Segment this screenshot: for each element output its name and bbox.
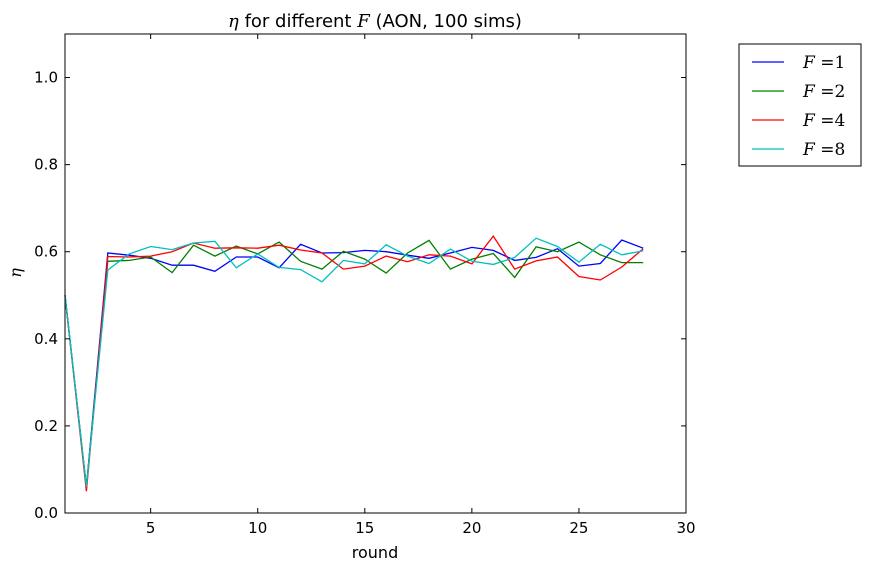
legend-var: F	[802, 140, 820, 160]
legend-label-2: F =2	[802, 82, 845, 102]
y-tick-label: 1.0	[34, 69, 58, 87]
y-tick-label: 0.8	[34, 156, 58, 174]
y-tick-label: 0.6	[34, 243, 58, 261]
legend-box	[738, 43, 862, 167]
legend-items: F =1F =2F =4F =8	[752, 53, 845, 160]
legend-var: F	[802, 82, 820, 102]
legend-label-1: F =1	[802, 53, 845, 73]
series-layer	[64, 234, 644, 492]
legend: F =1F =2F =4F =8	[738, 43, 862, 167]
x-axis-label: round	[352, 543, 398, 562]
x-tick-label: 20	[462, 519, 481, 537]
legend-label-3: F =4	[802, 111, 845, 131]
title-f-symbol: F	[356, 11, 371, 32]
legend-var: F	[802, 53, 820, 73]
x-tick-label: 15	[355, 519, 374, 537]
x-tick-label: 30	[676, 519, 695, 537]
legend-var: F	[802, 111, 820, 131]
series-line-1	[64, 239, 644, 487]
legend-value: =2	[820, 82, 845, 102]
legend-value: =1	[820, 53, 845, 73]
chart-title: η for different F (AON, 100 sims)	[228, 11, 522, 32]
x-tick-label: 25	[569, 519, 588, 537]
title-suffix-text: (AON, 100 sims)	[370, 11, 522, 32]
y-tick-label: 0.4	[34, 330, 58, 348]
plot-area	[65, 34, 686, 513]
series-line-4	[64, 237, 644, 487]
y-tick-label: 0.2	[34, 417, 58, 435]
x-tick-label: 10	[248, 519, 267, 537]
legend-label-4: F =8	[802, 140, 845, 160]
y-axis-label: η	[6, 268, 25, 278]
title-middle-text: for different	[239, 11, 357, 32]
x-tick-label: 5	[146, 519, 156, 537]
title-eta-symbol: η	[228, 11, 239, 32]
legend-value: =8	[820, 140, 845, 160]
y-tick-label: 0.0	[34, 504, 58, 522]
series-line-2	[64, 239, 644, 487]
series-line-3	[64, 234, 644, 492]
plot-frame	[64, 33, 687, 514]
legend-value: =4	[820, 111, 845, 131]
